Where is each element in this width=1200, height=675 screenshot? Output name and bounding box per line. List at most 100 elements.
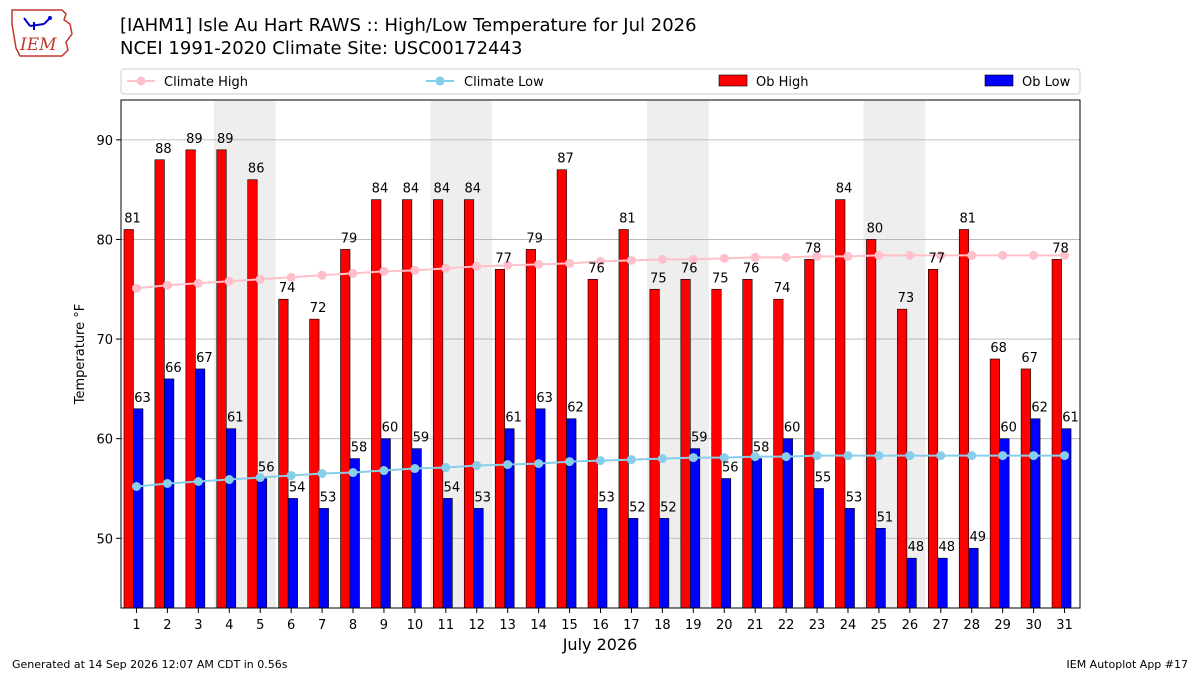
climate-high-point [379,266,389,276]
iem-logo: IEM [11,9,73,57]
footer-app: IEM Autoplot App #17 [1067,658,1189,671]
ob-low-label: 67 [196,351,213,366]
ob-high-bar [680,278,691,609]
x-tick-label: 16 [592,618,609,633]
ob-high-label: 77 [495,251,512,266]
x-tick-label: 2 [163,618,171,633]
climate-high-point [441,263,451,273]
x-tick-label: 24 [840,618,857,633]
ob-high-label: 79 [341,231,358,246]
ob-low-bar [628,518,639,609]
x-tick-label: 23 [809,618,826,633]
legend: Climate High Climate Low Ob High Ob Low [120,68,1081,95]
climate-low-point [286,471,296,481]
climate-high-point [224,276,234,286]
climate-high-point [812,251,822,261]
plot-frame [120,99,1081,609]
x-axis-label: July 2026 [562,635,638,654]
x-tick-label: 5 [256,618,264,633]
x-tick-label: 28 [963,618,980,633]
ob-low-bar [844,508,855,609]
ob-high-bar [247,179,258,609]
ob-high-bar [989,358,1000,609]
ob-high-label: 81 [619,211,636,226]
ob-high-label: 76 [588,261,605,276]
climate-low-point [193,476,203,486]
ob-low-label: 58 [351,441,368,456]
ob-high-bar [433,199,444,609]
x-tick-label: 22 [778,618,795,633]
ob-low-label: 58 [753,441,770,456]
climate-low-point [998,451,1008,461]
ob-high-bar [340,249,351,609]
ob-high-bar [897,308,908,609]
climate-low-point [843,451,853,461]
x-tick-label: 15 [561,618,578,633]
ob-high-label: 73 [898,291,915,306]
ob-low-bar [968,547,979,609]
ob-low-label: 60 [784,421,801,436]
ob-low-bar [225,428,237,609]
ob-low-label: 48 [908,540,925,555]
footer-generated: Generated at 14 Sep 2026 12:07 AM CDT in… [12,658,288,671]
ob-high-bar [371,199,382,609]
ob-high-label: 88 [155,142,172,157]
ob-high-label: 79 [526,231,543,246]
ob-high-bar [1020,368,1031,609]
x-tick-label: 30 [1025,618,1042,633]
y-tick-label: 60 [96,433,113,448]
legend-climate-low: Climate Low [464,75,544,90]
climate-low-point [688,453,698,463]
ob-low-bar [256,478,268,609]
ob-high-bar [958,229,970,609]
ob-low-bar [720,478,732,609]
climate-high-point [565,258,575,268]
climate-high-point [472,261,482,271]
climate-low-point [936,451,946,461]
ob-high-bar [927,269,939,609]
ob-low-label: 59 [691,431,708,446]
climate-low-point [348,468,358,478]
ob-high-label: 74 [279,281,296,296]
ob-high-label: 84 [464,182,481,197]
ob-low-label: 52 [660,500,677,515]
x-tick-label: 19 [685,618,702,633]
x-tick-label: 6 [287,618,295,633]
climate-high-point [286,272,296,282]
ob-high-bar [866,239,877,609]
ob-high-label: 84 [403,182,420,197]
x-tick-label: 3 [194,618,202,633]
ob-low-label: 60 [1000,421,1017,436]
ob-low-bar [782,438,793,609]
climate-low-point [1029,451,1039,461]
ob-low-label: 63 [536,391,553,406]
ob-high-bar [711,288,722,609]
ob-low-bar [875,528,886,609]
ob-low-label: 62 [567,401,584,416]
ob-low-label: 55 [815,470,832,485]
ob-low-bar [164,378,175,609]
x-tick-label: 1 [132,618,140,633]
climate-low-point [410,464,420,474]
ob-high-label: 80 [867,221,884,236]
ob-low-label: 56 [722,461,739,476]
climate-high-point [657,254,667,264]
climate-high-point [162,280,172,290]
ob-high-bar [463,199,475,609]
ob-low-label: 61 [227,411,244,426]
climate-high-point [596,256,605,266]
ob-low-label: 60 [382,421,399,436]
legend-climate-high: Climate High [164,75,248,90]
ob-low-bar [597,508,608,609]
climate-low-point [255,473,265,483]
ob-high-bar [587,278,598,609]
ob-high-bar [835,199,846,609]
climate-high-point [348,268,358,278]
ob-high-label: 81 [959,211,976,226]
y-tick-label: 90 [96,134,113,149]
climate-low-point [719,453,729,463]
ob-low-label: 49 [969,530,986,545]
x-tick-label: 14 [530,618,547,633]
x-tick-label: 17 [623,618,640,633]
climate-low-point [472,461,482,471]
